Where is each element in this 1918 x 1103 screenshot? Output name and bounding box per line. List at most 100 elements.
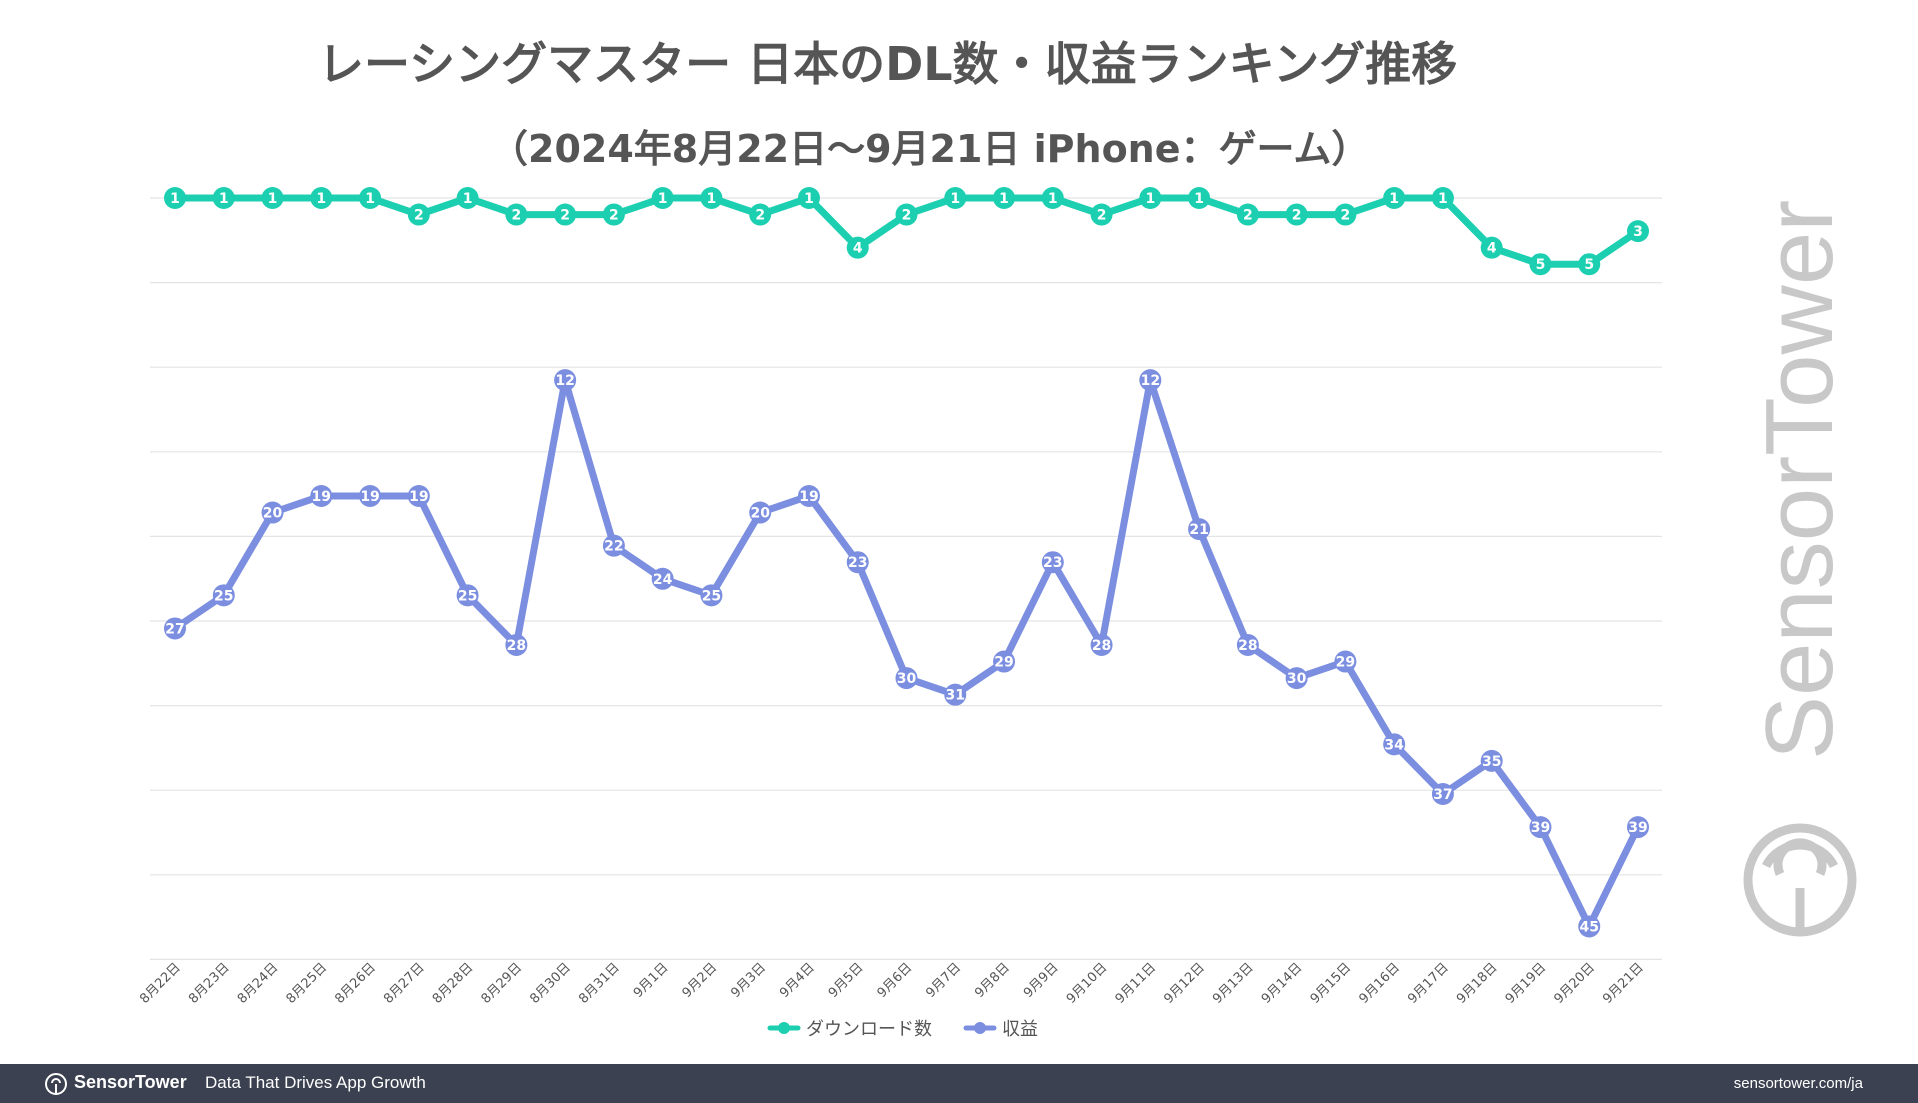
data-label: 1 xyxy=(1438,191,1448,207)
x-tick-label: 9月9日 xyxy=(1021,960,1062,1001)
footer-bar: SensorTower Data That Drives App Growth … xyxy=(0,1064,1918,1103)
x-tick-label: 8月28日 xyxy=(430,960,477,1007)
data-point xyxy=(1383,733,1406,756)
data-label: 12 xyxy=(555,373,574,389)
data-label: 22 xyxy=(604,539,623,555)
data-point xyxy=(993,187,1016,209)
data-point xyxy=(1188,187,1211,209)
data-label: 29 xyxy=(994,655,1013,671)
data-label: 2 xyxy=(1097,208,1107,224)
data-point xyxy=(700,584,723,607)
data-point xyxy=(359,187,382,209)
data-point xyxy=(797,187,820,209)
data-label: 29 xyxy=(1336,655,1355,671)
data-label: 4 xyxy=(1487,241,1497,257)
data-point xyxy=(1529,253,1552,276)
data-point xyxy=(359,485,382,507)
data-label: 1 xyxy=(1389,191,1399,207)
x-tick-label: 9月19日 xyxy=(1503,960,1550,1007)
footer-url[interactable]: sensortower.com/ja xyxy=(1733,1075,1863,1092)
data-label: 1 xyxy=(1194,191,1204,207)
x-tick-label: 9月7日 xyxy=(923,960,964,1001)
legend-label: 収益 xyxy=(1002,1019,1038,1040)
data-point xyxy=(456,584,479,607)
x-axis-tick-labels: 8月22日 8月23日 8月24日 8月25日 8月26日 8月27日 8月28日 8月29日… xyxy=(137,960,1647,1007)
data-label: 25 xyxy=(458,588,477,604)
data-point xyxy=(1578,253,1601,276)
data-point xyxy=(212,187,235,209)
data-point xyxy=(797,485,820,507)
x-tick-label: 9月16日 xyxy=(1356,960,1403,1007)
x-tick-label: 9月8日 xyxy=(972,960,1013,1001)
data-point xyxy=(407,485,430,507)
data-point xyxy=(1236,634,1259,656)
data-label: 5 xyxy=(1584,257,1594,273)
data-point xyxy=(749,501,772,524)
x-tick-label: 9月12日 xyxy=(1161,960,1208,1007)
data-label: 27 xyxy=(165,621,184,637)
data-point xyxy=(602,534,625,557)
data-point xyxy=(1139,187,1162,209)
data-point xyxy=(944,683,967,706)
data-label: 1 xyxy=(463,191,473,207)
data-label: 37 xyxy=(1433,787,1452,803)
data-label: 2 xyxy=(511,208,521,224)
data-label: 19 xyxy=(312,489,331,505)
data-label: 3 xyxy=(1633,224,1643,240)
data-label: 1 xyxy=(268,191,278,207)
data-point xyxy=(1041,551,1064,574)
data-label: 1 xyxy=(1145,191,1155,207)
data-point xyxy=(1480,749,1503,772)
data-point xyxy=(895,203,918,226)
x-tick-label: 8月24日 xyxy=(235,960,282,1007)
chart-subtitle: （2024年8月22日～9月21日 iPhone：ゲーム） xyxy=(490,127,1370,171)
x-tick-label: 9月18日 xyxy=(1454,960,1501,1007)
data-label: 1 xyxy=(365,191,375,207)
data-label: 19 xyxy=(360,489,379,505)
data-point xyxy=(993,650,1016,673)
data-point xyxy=(895,667,918,690)
x-tick-label: 9月21日 xyxy=(1600,960,1647,1007)
x-tick-label: 9月15日 xyxy=(1308,960,1355,1007)
data-point xyxy=(1090,203,1113,226)
data-label: 21 xyxy=(1189,522,1208,538)
sensortower-watermark: SensorTower xyxy=(1740,130,1860,970)
data-label: 35 xyxy=(1482,754,1501,770)
x-tick-label: 8月31日 xyxy=(576,960,623,1007)
data-point xyxy=(1285,203,1308,226)
data-label: 25 xyxy=(214,588,233,604)
data-point xyxy=(164,187,186,209)
data-point xyxy=(310,187,333,209)
chart-legend: ダウンロード数 収益 xyxy=(767,1019,1038,1040)
data-point xyxy=(846,551,869,574)
data-label: 12 xyxy=(1141,373,1160,389)
x-tick-label: 9月1日 xyxy=(631,960,672,1001)
legend-swatch-marker xyxy=(778,1022,790,1034)
legend-label: ダウンロード数 xyxy=(806,1019,932,1040)
data-point xyxy=(749,203,772,226)
data-label: 2 xyxy=(1292,208,1302,224)
data-point xyxy=(261,501,284,524)
data-label: 1 xyxy=(950,191,960,207)
x-tick-label: 9月4日 xyxy=(777,960,818,1001)
footer-tagline: Data That Drives App Growth xyxy=(205,1073,426,1092)
data-label: 34 xyxy=(1384,737,1404,753)
data-label: 19 xyxy=(409,489,428,505)
x-tick-label: 9月14日 xyxy=(1259,960,1306,1007)
x-tick-label: 8月29日 xyxy=(479,960,526,1007)
data-label: 1 xyxy=(170,191,180,207)
x-tick-label: 9月3日 xyxy=(728,960,769,1001)
data-label: 1 xyxy=(804,191,814,207)
data-point xyxy=(1139,369,1162,392)
x-tick-label: 9月6日 xyxy=(875,960,916,1001)
data-point xyxy=(505,634,528,656)
data-point xyxy=(1480,236,1503,259)
data-point xyxy=(554,203,577,226)
data-label: 5 xyxy=(1536,257,1546,273)
data-label: 28 xyxy=(1238,638,1257,654)
data-label: 2 xyxy=(1243,208,1253,224)
data-label: 1 xyxy=(999,191,1009,207)
x-tick-label: 9月10日 xyxy=(1064,960,1111,1007)
data-point xyxy=(651,567,674,590)
